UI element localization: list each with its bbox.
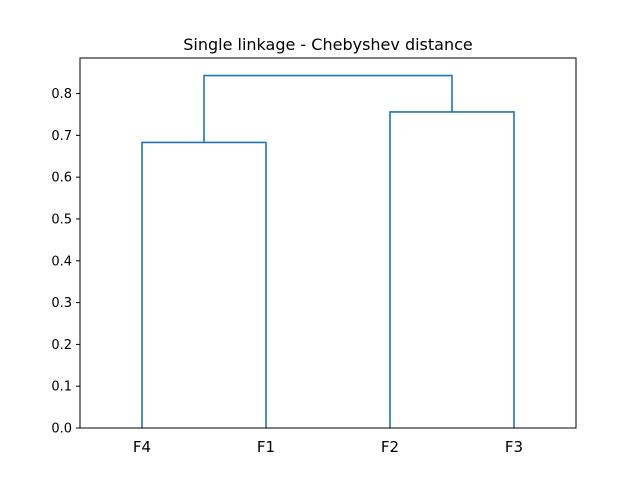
- y-axis: 0.0 0.1 0.2 0.3 0.4 0.5 0.6 0.7 0.8: [51, 87, 80, 437]
- leaf-label: F1: [257, 438, 275, 456]
- leaf-label: F3: [505, 438, 523, 456]
- x-axis: F4 F1 F2 F3: [133, 438, 523, 456]
- y-tick-label: 0.6: [51, 171, 72, 186]
- y-tick-label: 0.3: [51, 296, 72, 311]
- y-tick-label: 0.0: [51, 422, 72, 437]
- y-tick-label: 0.4: [51, 254, 72, 269]
- y-tick-label: 0.1: [51, 380, 72, 395]
- y-tick-label: 0.8: [51, 87, 72, 102]
- dendrogram-link: [141, 141, 267, 428]
- y-tick-label: 0.7: [51, 129, 72, 144]
- y-tick-label: 0.2: [51, 338, 72, 353]
- y-tick-label: 0.5: [51, 212, 72, 227]
- leaf-label: F4: [133, 438, 151, 456]
- dendrogram-link: [203, 74, 453, 143]
- axes-frame: [79, 57, 577, 429]
- plot-area: [141, 74, 515, 428]
- leaf-label: F2: [381, 438, 399, 456]
- chart-title: Single linkage - Chebyshev distance: [183, 35, 473, 54]
